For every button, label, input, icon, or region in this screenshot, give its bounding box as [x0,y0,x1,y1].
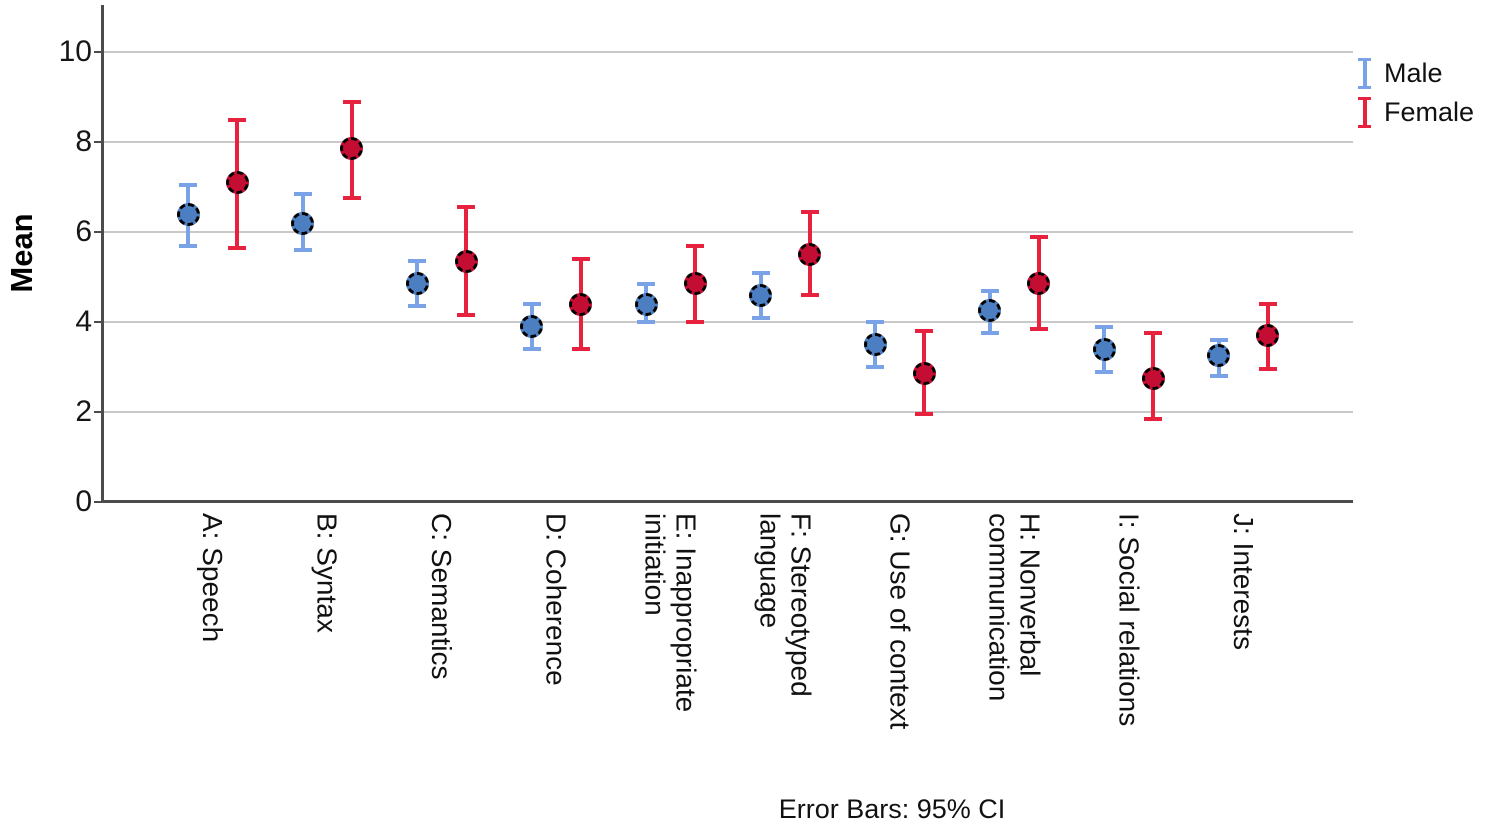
y-tick-label: 2 [75,395,92,428]
data-point-female-b [340,137,364,161]
male-error-bar-icon [1358,58,1371,89]
error-bar-cap-bottom-female-f [800,293,819,297]
error-bar-cap-top-male-e [637,281,656,286]
y-tick [94,411,103,413]
x-axis-label: B: Syntax [311,513,343,633]
error-bar-cap-top-female-i [1144,331,1163,336]
legend-item-male: Male [1358,58,1474,89]
error-bar-cap-top-female-c [457,205,476,210]
error-bar-cap-top-female-h [1029,234,1048,239]
y-tick [94,321,103,323]
error-bar-cap-bottom-female-c [457,313,476,318]
y-tick-label: 10 [58,35,92,68]
gridline [103,411,1353,413]
error-bar-cap-bottom-male-j [1209,374,1228,378]
error-bar-cap-bottom-female-h [1029,326,1048,331]
error-bar-cap-bottom-female-a [228,245,246,250]
x-axis-label: C: Semantics [426,513,458,680]
data-point-male-c [405,272,429,296]
error-bar-cap-bottom-male-b [293,248,312,252]
error-bar-cap-bottom-female-b [342,196,361,201]
gridline [103,231,1353,233]
error-bar-cap-bottom-male-i [1095,369,1114,374]
data-point-female-g [912,362,936,386]
error-bars-footnote: Error Bars: 95% CI [778,794,1006,824]
x-axis-label: H: Nonverbal communication [983,513,1046,702]
legend: Male Female [1358,58,1474,128]
x-axis-label: G: Use of context [884,513,916,730]
error-bar-cap-bottom-male-h [980,331,999,336]
x-axis-label: F: Stereotyped language [754,513,817,697]
data-point-female-h [1027,272,1051,296]
data-point-male-d [520,315,544,338]
gridline [103,141,1353,143]
x-axis-line [101,500,1353,503]
error-bar-cap-bottom-female-d [571,347,590,351]
data-point-female-j [1256,324,1280,347]
error-bar-cap-bottom-male-e [637,320,656,324]
y-tick-label: 4 [75,305,92,338]
error-bar-cap-bottom-male-a [179,243,197,248]
error-bar-cap-top-female-e [686,243,705,248]
female-error-bar-icon [1358,97,1371,128]
y-tick [94,501,103,503]
data-point-female-a [225,171,249,194]
legend-label-female: Female [1384,97,1475,127]
error-bar-cap-top-male-j [1209,338,1228,342]
error-bar-cap-top-female-a [228,117,246,122]
y-tick [94,141,103,143]
error-bar-cap-bottom-male-f [751,315,770,320]
error-bar-cap-top-male-c [408,259,427,264]
error-bar-cap-top-male-f [751,270,770,275]
data-point-male-j [1207,344,1231,368]
x-axis-label: D: Coherence [540,513,572,686]
data-point-male-a [176,202,200,226]
error-bar-cap-top-male-i [1095,324,1114,329]
error-bar-cap-top-male-b [293,191,312,196]
data-point-male-g [863,333,887,356]
y-tick-label: 8 [75,125,92,158]
error-bar-cap-top-male-a [179,182,197,187]
legend-label-male: Male [1384,58,1443,88]
y-tick [94,231,103,233]
data-point-male-b [291,211,315,235]
data-point-female-i [1141,366,1165,390]
data-point-female-d [569,292,593,316]
legend-item-female: Female [1358,97,1474,128]
error-bar-cap-top-male-g [866,320,885,324]
error-bar-cap-top-male-h [980,288,999,293]
data-point-male-e [634,292,658,316]
error-bar-cap-bottom-female-g [915,412,934,417]
error-bar-cap-bottom-male-g [866,365,885,369]
error-bar-cap-bottom-female-e [686,320,705,324]
y-tick-label: 6 [75,215,92,248]
data-point-female-e [683,272,707,296]
x-axis-label: E: Inappropriate initiation [639,513,702,713]
error-bar-cap-bottom-female-i [1144,416,1163,421]
error-bar-cap-bottom-female-j [1258,367,1277,372]
x-axis-label: I: Social relations [1113,513,1145,727]
error-bar-cap-top-male-d [522,302,541,306]
data-point-male-f [749,283,773,307]
data-point-female-c [454,249,478,273]
x-axis-label: J: Interests [1227,513,1259,650]
y-tick-label: 0 [75,485,92,518]
data-point-male-i [1092,337,1116,361]
gridline [103,321,1353,323]
y-axis-line [101,5,104,503]
y-tick [94,51,103,53]
error-bar-cap-bottom-male-d [522,347,541,351]
error-bar-cap-top-female-g [915,329,934,333]
data-point-female-f [798,243,822,266]
gridline [103,51,1353,53]
error-bar-cap-bottom-male-c [408,304,427,309]
data-point-male-h [978,299,1002,323]
error-bar-cap-top-female-d [571,257,590,261]
x-axis-label: A: Speech [197,513,228,643]
error-bar-cap-top-female-b [342,99,361,104]
error-bar-cap-top-female-f [800,209,819,214]
error-bar-cap-top-female-j [1258,302,1277,306]
